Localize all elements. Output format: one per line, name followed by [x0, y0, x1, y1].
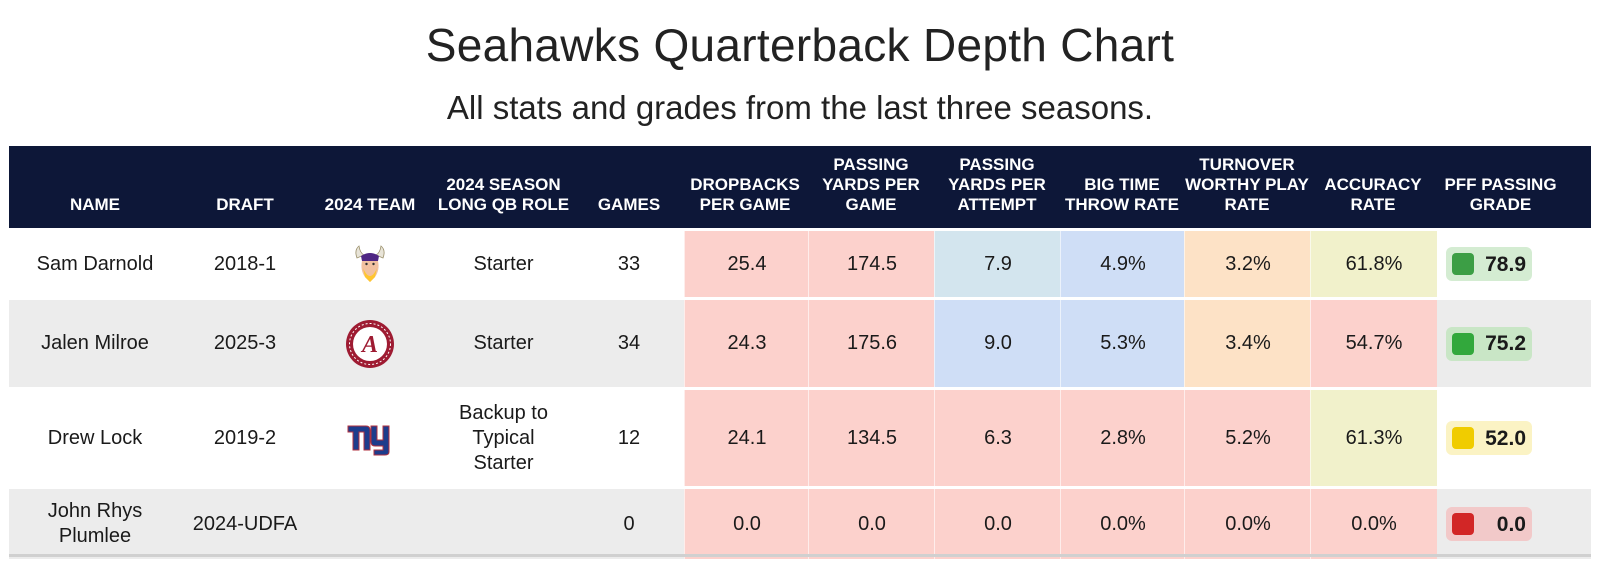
page-subtitle: All stats and grades from the last three… — [446, 89, 1154, 126]
pff-grade-badge: 0.0 — [1446, 507, 1532, 541]
accuracy-rate-cell: 61.8% — [1310, 231, 1437, 297]
player-name-cell: Jalen Milroe — [41, 332, 149, 354]
pff-grade-value: 0.0 — [1496, 512, 1526, 536]
grade-indicator-icon — [1452, 513, 1474, 535]
header-dropbacks[interactable]: DROPBACKS PER GAME — [690, 175, 800, 214]
team-logo-cell — [309, 231, 431, 297]
vikings-logo — [353, 244, 387, 284]
pff-grade-cell: 0.0 — [1436, 489, 1591, 559]
yards-per-game-cell: 175.6 — [808, 300, 935, 387]
dropbacks-cell: 24.1 — [684, 390, 809, 486]
dropbacks-cell: 24.3 — [684, 300, 809, 387]
pff-grade-value: 78.9 — [1485, 252, 1526, 276]
table-header: NAME DRAFT 2024 TEAM 2024 SEASON LONG QB… — [9, 146, 1591, 228]
player-name-cell: Drew Lock — [47, 426, 143, 449]
qb-role-cell — [431, 489, 576, 559]
pff-grade-value: 52.0 — [1485, 426, 1526, 450]
yards-per-game-cell: 174.5 — [808, 231, 935, 297]
header-name[interactable]: NAME — [69, 195, 121, 214]
grade-indicator-icon — [1452, 427, 1474, 449]
table-row: John Rhys Plumlee 2024-UDFA 0 0.0 0.0 0.0 0.0%… — [9, 489, 1591, 559]
draft-cell: 2024-UDFA — [192, 512, 298, 535]
pff-grade-cell: 75.2 — [1436, 300, 1591, 387]
alabama-logo: A — [345, 319, 395, 369]
pff-grade-cell: 78.9 — [1436, 231, 1591, 297]
yards-per-game-cell: 0.0 — [808, 489, 935, 559]
qb-role-cell: Starter — [473, 332, 534, 354]
header-ypg[interactable]: PASSING YARDS PER GAME — [822, 155, 920, 214]
header-btt[interactable]: BIG TIME THROW RATE — [1065, 175, 1179, 214]
games-cell: 12 — [617, 426, 641, 449]
dropbacks-cell: 25.4 — [684, 231, 809, 297]
big-time-throw-rate-cell: 2.8% — [1060, 390, 1185, 486]
header-grade[interactable]: PFF PASSING GRADE — [1444, 175, 1557, 214]
table-row: Sam Darnold 2018-1 Starter 33 25.4 174.5 7.9 4.… — [9, 231, 1591, 297]
player-name-cell: Sam Darnold — [36, 252, 154, 275]
games-cell: 0 — [623, 512, 635, 535]
team-logo-cell: A — [309, 300, 431, 387]
games-cell: 34 — [617, 332, 641, 354]
draft-cell: 2018-1 — [213, 252, 277, 275]
yards-per-game-cell: 134.5 — [808, 390, 935, 486]
header-twp[interactable]: TURNOVER WORTHY PLAY RATE — [1185, 155, 1309, 214]
accuracy-rate-cell: 54.7% — [1310, 300, 1437, 387]
pff-grade-badge: 52.0 — [1446, 421, 1532, 455]
turnover-worthy-play-rate-cell: 5.2% — [1184, 390, 1311, 486]
header-draft[interactable]: DRAFT — [216, 195, 274, 214]
header-team[interactable]: 2024 TEAM — [324, 195, 416, 214]
dropbacks-cell: 0.0 — [684, 489, 809, 559]
team-logo-cell — [309, 489, 431, 559]
big-time-throw-rate-cell: 4.9% — [1060, 231, 1185, 297]
pff-grade-badge: 78.9 — [1446, 247, 1532, 281]
pff-grade-cell: 52.0 — [1436, 390, 1591, 486]
team-logo-cell — [309, 390, 431, 486]
yards-per-attempt-cell: 6.3 — [934, 390, 1061, 486]
big-time-throw-rate-cell: 5.3% — [1060, 300, 1185, 387]
header-ypa[interactable]: PASSING YARDS PER ATTEMPT — [948, 155, 1046, 214]
giants-logo — [346, 420, 394, 456]
qb-role-cell: Starter — [473, 252, 534, 275]
table-row: Jalen Milroe 2025-3 A Starter 34 24.3 175.6 9.0… — [9, 300, 1591, 387]
yards-per-attempt-cell: 0.0 — [934, 489, 1061, 559]
header-acc[interactable]: ACCURACY RATE — [1324, 175, 1422, 214]
turnover-worthy-play-rate-cell: 3.2% — [1184, 231, 1311, 297]
table-bottom-border — [9, 554, 1591, 557]
games-cell: 33 — [617, 252, 641, 275]
player-name-cell: John Rhys Plumlee — [47, 500, 143, 547]
yards-per-attempt-cell: 9.0 — [934, 300, 1061, 387]
depth-chart-table: NAME DRAFT 2024 TEAM 2024 SEASON LONG QB… — [9, 146, 1591, 559]
qb-role-cell: Backup to Typical Starter — [459, 401, 548, 474]
draft-cell: 2019-2 — [213, 426, 277, 449]
pff-grade-value: 75.2 — [1485, 332, 1526, 355]
page-title: Seahawks Quarterback Depth Chart — [425, 19, 1175, 71]
big-time-throw-rate-cell: 0.0% — [1060, 489, 1185, 559]
draft-cell: 2025-3 — [213, 332, 277, 354]
accuracy-rate-cell: 61.3% — [1310, 390, 1437, 486]
yards-per-attempt-cell: 7.9 — [934, 231, 1061, 297]
header-games[interactable]: GAMES — [597, 195, 661, 214]
table-row: Drew Lock 2019-2 Backup to Typical Starter… — [9, 390, 1591, 486]
header-role[interactable]: 2024 SEASON LONG QB ROLE — [437, 175, 570, 214]
grade-indicator-icon — [1452, 332, 1474, 355]
accuracy-rate-cell: 0.0% — [1310, 489, 1437, 559]
turnover-worthy-play-rate-cell: 3.4% — [1184, 300, 1311, 387]
pff-grade-badge: 75.2 — [1446, 326, 1532, 361]
grade-indicator-icon — [1452, 253, 1474, 275]
turnover-worthy-play-rate-cell: 0.0% — [1184, 489, 1311, 559]
svg-text:A: A — [360, 332, 378, 358]
